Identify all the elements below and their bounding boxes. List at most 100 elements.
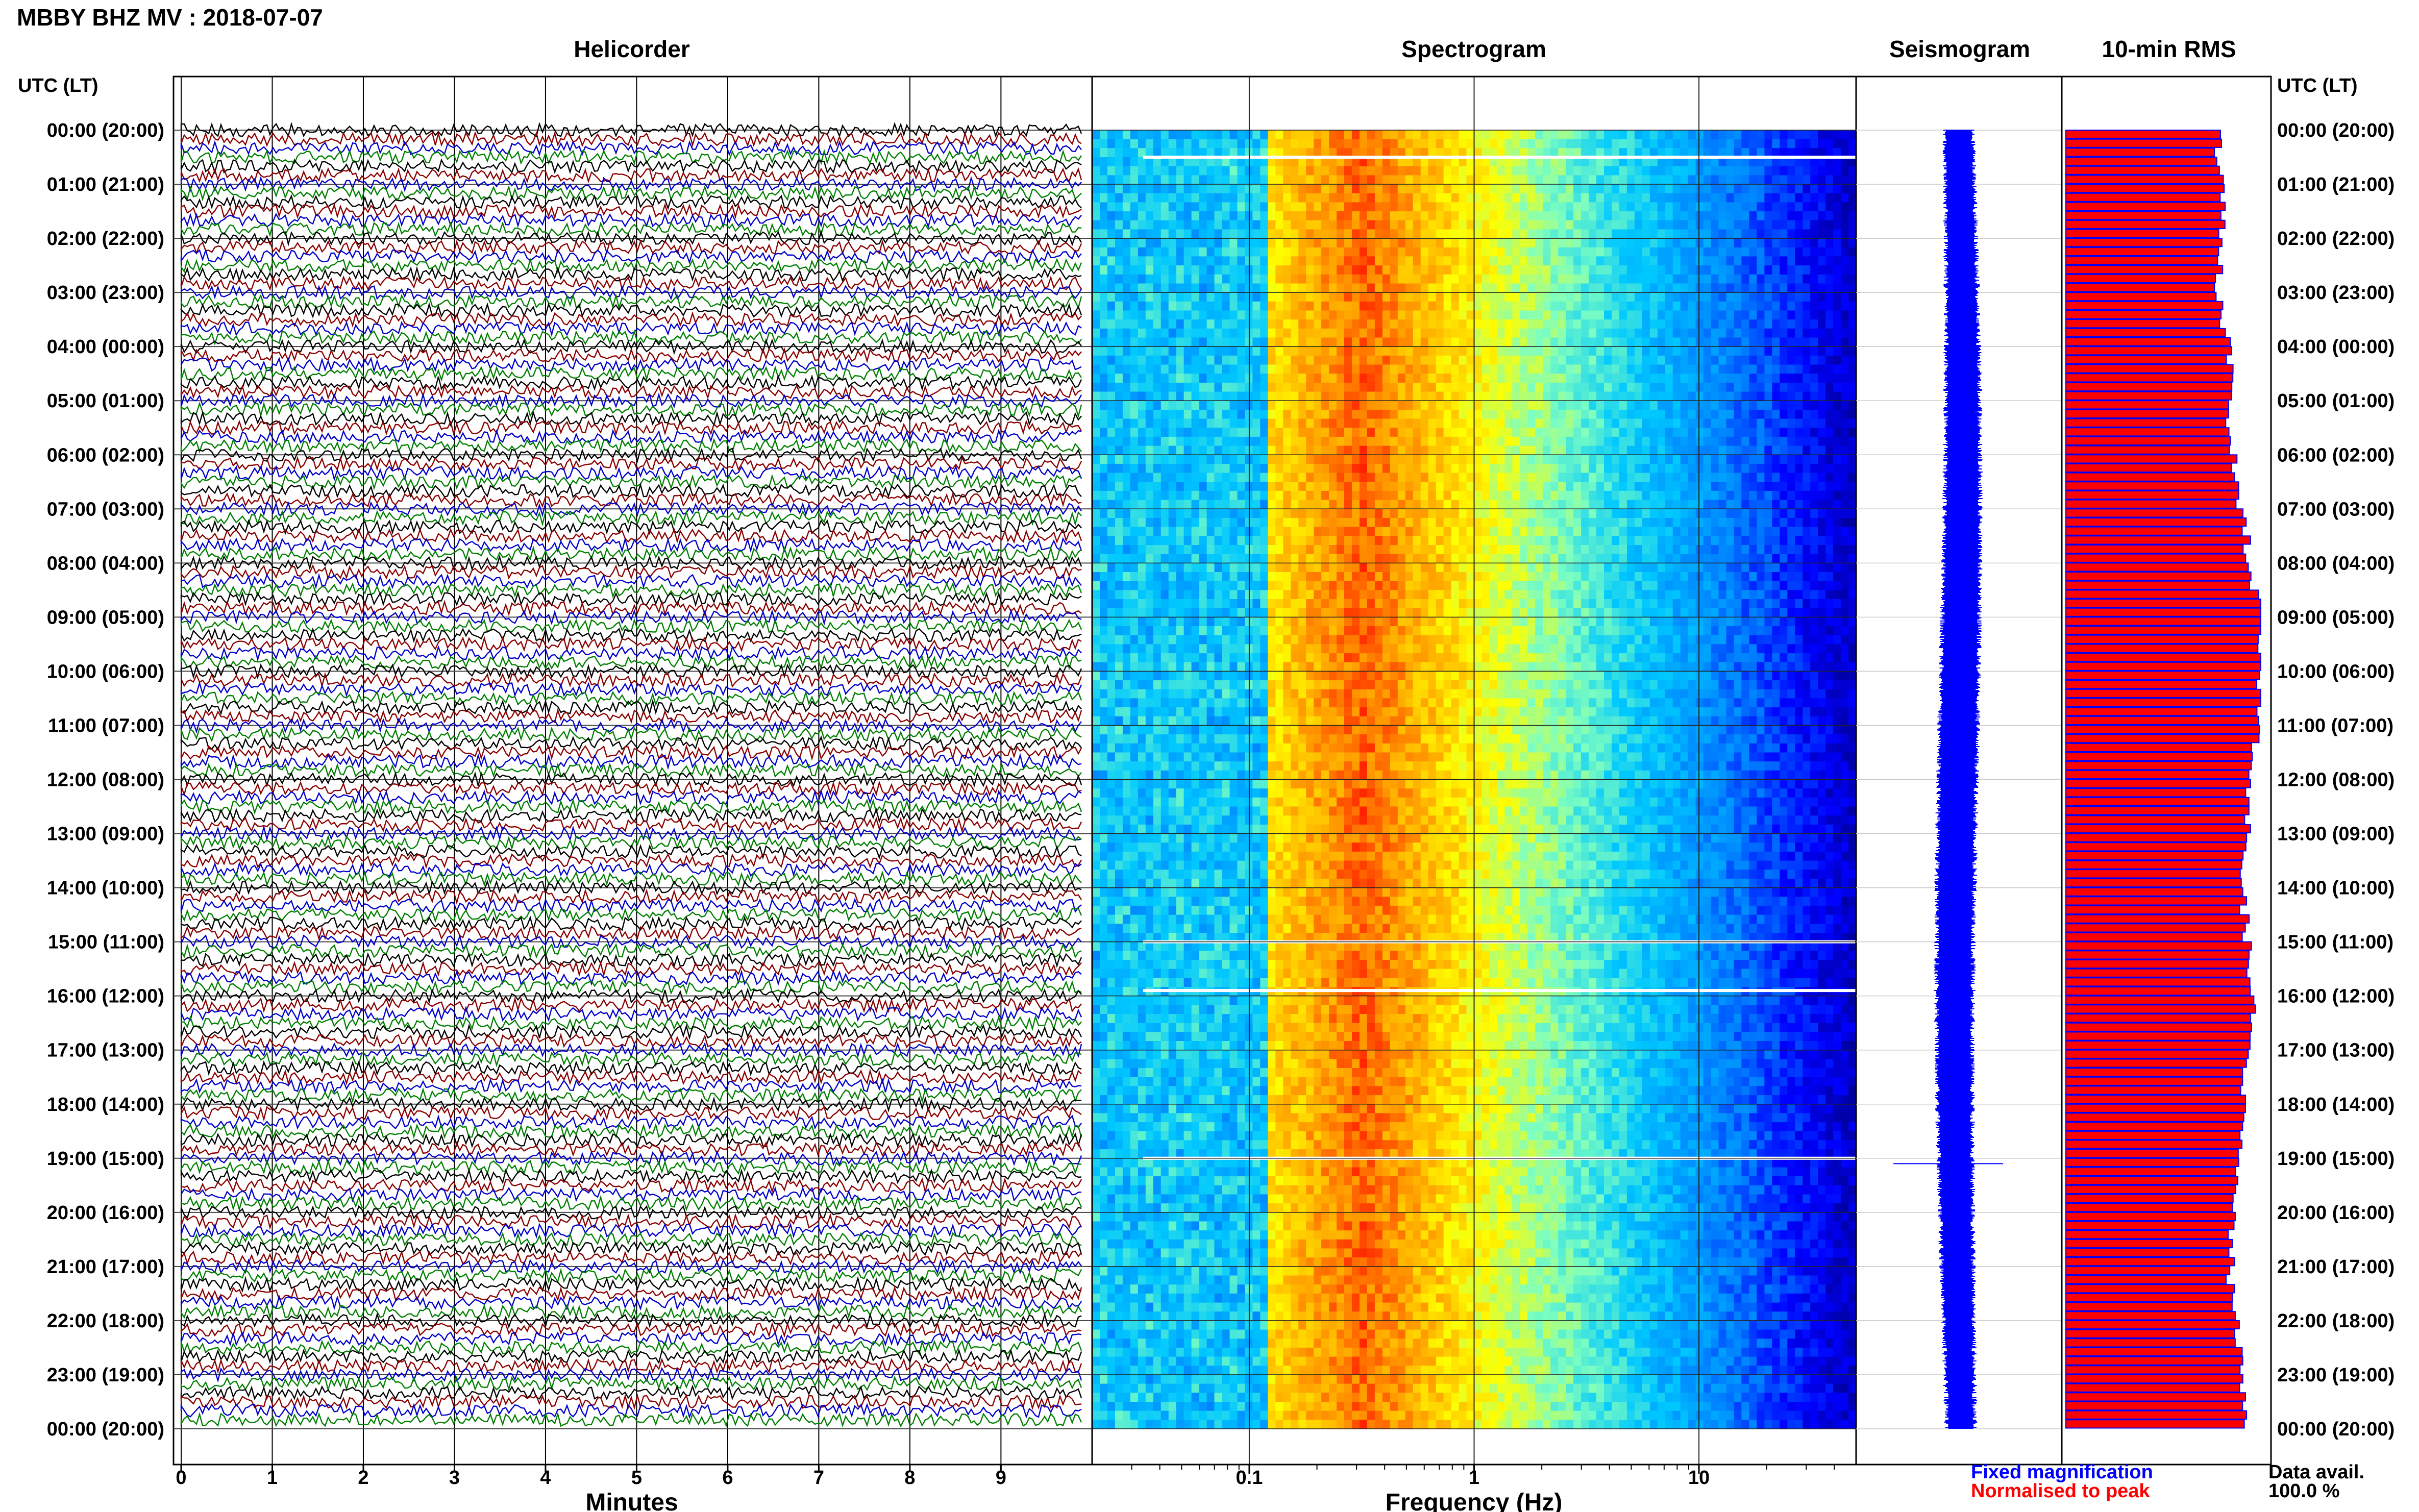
spectrogram-cell	[1169, 446, 1177, 455]
spectrogram-cell	[1504, 229, 1513, 238]
spectrogram-cell	[1375, 166, 1383, 176]
spectrogram-cell	[1581, 184, 1589, 193]
spectrogram-cell	[1818, 193, 1826, 203]
spectrogram-cell	[1199, 545, 1207, 554]
spectrogram-cell	[1383, 265, 1391, 275]
spectrogram-cell	[1504, 346, 1513, 356]
spectrogram-cell	[1207, 346, 1215, 356]
spectrogram-cell	[1092, 356, 1100, 365]
spectrogram-cell	[1512, 238, 1520, 247]
spectrogram-cell	[1192, 437, 1200, 446]
spectrogram-cell	[1627, 265, 1635, 275]
spectrogram-cell	[1260, 491, 1268, 500]
spectrogram-cell	[1573, 202, 1582, 211]
spectrogram-cell	[1520, 193, 1528, 203]
spectrogram-cell	[1107, 311, 1116, 320]
spectrogram-cell	[1810, 211, 1818, 220]
spectrogram-cell	[1627, 184, 1635, 193]
spectrogram-cell	[1787, 139, 1795, 148]
spectrogram-cell	[1841, 311, 1849, 320]
spectrogram-cell	[1130, 329, 1139, 338]
spectrogram-cell	[1497, 220, 1505, 230]
spectrogram-cell	[1696, 193, 1704, 203]
spectrogram-cell	[1444, 275, 1452, 284]
spectrogram-cell	[1726, 356, 1735, 365]
spectrogram-cell	[1704, 166, 1712, 176]
spectrogram-cell	[1848, 428, 1857, 437]
spectrogram-cell	[1627, 455, 1635, 464]
spectrogram-cell	[1658, 211, 1666, 220]
spectrogram-cell	[1451, 292, 1460, 302]
spectrogram-cell	[1176, 265, 1184, 275]
spectrogram-cell	[1451, 302, 1460, 311]
spectrogram-cell	[1100, 428, 1108, 437]
spectrogram-cell	[1535, 184, 1543, 193]
spectrogram-cell	[1375, 401, 1383, 410]
spectrogram-cell	[1650, 446, 1658, 455]
spectrogram-cell	[1398, 229, 1406, 238]
spectrogram-cell	[1405, 302, 1414, 311]
spectrogram-cell	[1489, 139, 1497, 148]
spectrogram-cell	[1268, 211, 1276, 220]
spectrogram-cell	[1658, 329, 1666, 338]
spectrogram-cell	[1467, 527, 1475, 536]
spectrogram-cell	[1711, 500, 1719, 509]
spectrogram-cell	[1825, 410, 1834, 419]
spectrogram-cell	[1130, 545, 1139, 554]
spectrogram-cell	[1581, 401, 1589, 410]
spectrogram-cell	[1527, 247, 1536, 257]
spectrogram-cell	[1780, 383, 1788, 392]
spectrogram-cell	[1344, 419, 1352, 428]
spectrogram-cell	[1467, 446, 1475, 455]
spectrogram-cell	[1688, 247, 1696, 257]
spectrogram-cell	[1772, 464, 1780, 473]
spectrogram-cell	[1596, 491, 1605, 500]
spectrogram-cell	[1230, 545, 1238, 554]
spectrogram-cell	[1383, 166, 1391, 176]
spectrogram-cell	[1550, 247, 1559, 257]
spectrogram-cell	[1741, 184, 1749, 193]
spectrogram-cell	[1451, 365, 1460, 374]
spectrogram-cell	[1176, 455, 1184, 464]
spectrogram-cell	[1467, 139, 1475, 148]
spectrogram-cell	[1650, 437, 1658, 446]
spectrogram-cell	[1100, 545, 1108, 554]
spectrogram-cell	[1489, 166, 1497, 176]
spectrogram-cell	[1596, 319, 1605, 329]
spectrogram-cell	[1169, 509, 1177, 518]
spectrogram-cell	[1726, 184, 1735, 193]
spectrogram-cell	[1230, 455, 1238, 464]
spectrogram-cell	[1329, 302, 1337, 311]
spectrogram-cell	[1848, 202, 1857, 211]
spectrogram-cell	[1192, 329, 1200, 338]
spectrogram-cell	[1543, 292, 1551, 302]
spectrogram-cell	[1329, 193, 1337, 203]
spectrogram-cell	[1337, 311, 1345, 320]
spectrogram-cell	[1421, 184, 1429, 193]
spectrogram-cell	[1352, 319, 1360, 329]
spectrogram-cell	[1527, 527, 1536, 536]
spectrogram-cell	[1581, 527, 1589, 536]
spectrogram-cell	[1123, 211, 1131, 220]
spectrogram-cell	[1375, 419, 1383, 428]
spectrogram-cell	[1504, 365, 1513, 374]
spectrogram-cell	[1130, 265, 1139, 275]
spectrogram-cell	[1413, 256, 1421, 265]
spectrogram-cell	[1230, 166, 1238, 176]
spectrogram-cell	[1268, 554, 1276, 563]
spectrogram-cell	[1360, 374, 1368, 383]
spectrogram-cell	[1520, 139, 1528, 148]
right-time-label: 05:00 (01:00)	[2277, 390, 2395, 412]
spectrogram-cell	[1344, 175, 1352, 184]
spectrogram-cell	[1169, 482, 1177, 491]
spectrogram-cell	[1390, 329, 1398, 338]
spectrogram-cell	[1558, 491, 1566, 500]
spectrogram-cell	[1558, 365, 1566, 374]
spectrogram-cell	[1107, 500, 1116, 509]
spectrogram-cell	[1329, 211, 1337, 220]
spectrogram-cell	[1474, 356, 1483, 365]
spectrogram-cell	[1107, 383, 1116, 392]
spectrogram-cell	[1772, 518, 1780, 527]
spectrogram-cell	[1275, 410, 1283, 419]
spectrogram-cell	[1489, 247, 1497, 257]
